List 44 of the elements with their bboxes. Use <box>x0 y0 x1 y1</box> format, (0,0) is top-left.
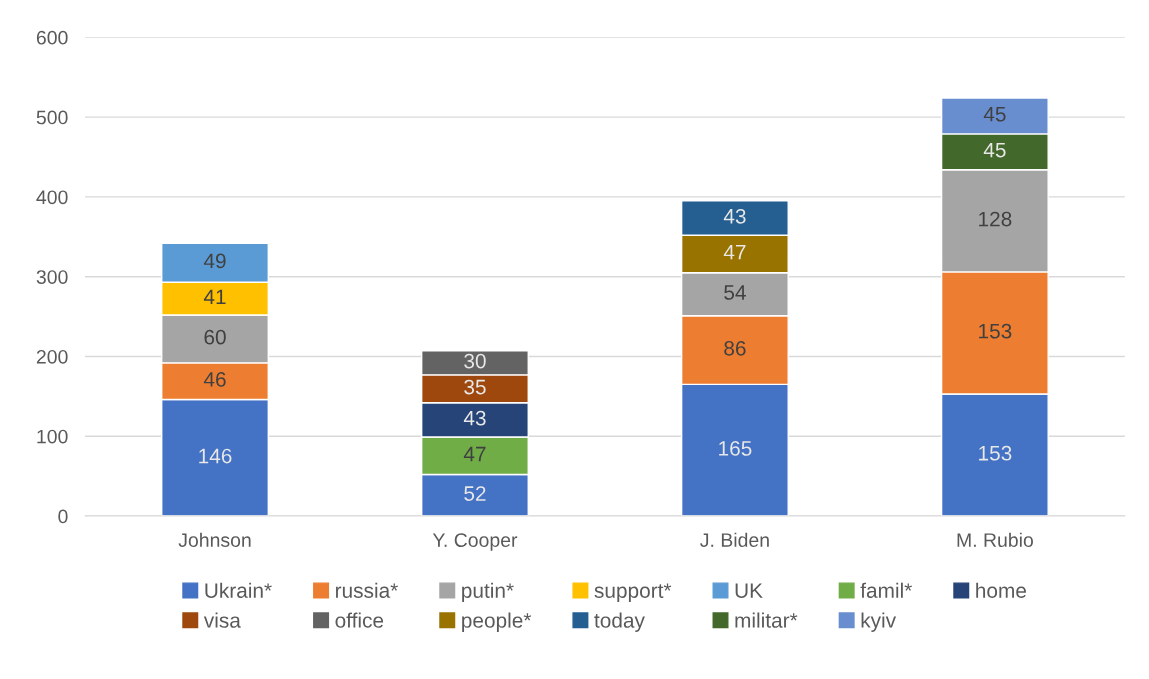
legend-label: putin* <box>462 582 514 603</box>
legend-label: today <box>594 612 645 632</box>
legend-label: militar* <box>735 612 798 628</box>
legend-label: people* <box>462 612 532 632</box>
data-label: 153 <box>979 323 1012 339</box>
legend-label: visa <box>203 612 241 628</box>
data-label: 60 <box>204 329 226 345</box>
legend-label: kyiv <box>861 612 897 632</box>
data-label: 52 <box>464 486 486 501</box>
x-tick-label: Y. Cooper <box>432 533 518 551</box>
data-label: 86 <box>724 340 746 356</box>
data-label: 35 <box>464 379 486 395</box>
legend-label: Ukrain* <box>205 582 272 598</box>
data-label: 153 <box>979 445 1012 461</box>
data-label: 47 <box>463 446 486 462</box>
legend-label: support* <box>594 583 672 603</box>
data-label: 54 <box>724 285 746 300</box>
y-tick-label: 600 <box>36 30 68 45</box>
data-label: 43 <box>723 208 746 224</box>
data-label: 128 <box>979 211 1012 227</box>
data-label: 30 <box>464 353 486 369</box>
data-label: 45 <box>983 106 1006 122</box>
y-tick-label: 0 <box>58 509 68 524</box>
data-label: 46 <box>203 372 226 387</box>
y-tick-label: 500 <box>36 110 68 125</box>
y-tick-label: 300 <box>36 270 68 284</box>
legend-label: office <box>335 612 384 628</box>
y-tick-label: 200 <box>36 349 68 364</box>
data-label: 49 <box>203 253 226 269</box>
data-label: 165 <box>719 441 752 456</box>
data-label: 146 <box>199 448 232 464</box>
legend-label: russia* <box>336 582 398 598</box>
legend-label: home <box>976 582 1026 598</box>
y-tick-label: 400 <box>36 190 68 205</box>
legend-label: UK <box>735 583 763 598</box>
y-tick-label: 100 <box>37 429 68 444</box>
data-label: 43 <box>463 410 486 426</box>
data-label: 45 <box>983 142 1006 158</box>
data-label: 47 <box>723 245 746 260</box>
x-tick-label: J. Biden <box>700 532 769 547</box>
x-tick-label: M. Rubio <box>957 532 1033 547</box>
x-tick-label: Johnson <box>178 532 251 547</box>
legend-label: famil* <box>860 582 912 598</box>
data-label: 41 <box>203 289 226 305</box>
